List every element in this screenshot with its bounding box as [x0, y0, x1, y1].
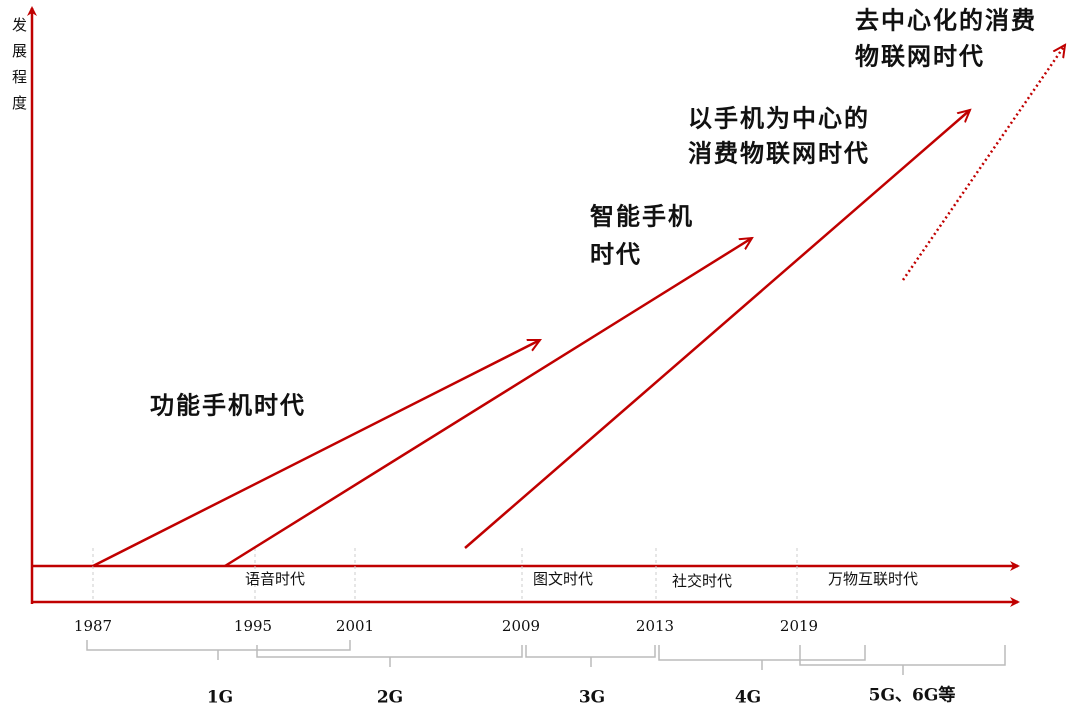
era-arrow: [224, 238, 752, 568]
year-label: 2019: [780, 617, 818, 635]
year-label: 2009: [502, 617, 540, 635]
phase-label: 图文时代: [533, 570, 593, 588]
y-label-char: 发: [12, 16, 27, 34]
year-label: 2001: [336, 617, 374, 635]
phase-label: 社交时代: [672, 572, 732, 590]
era-label: 智能手机: [590, 202, 694, 231]
generation-label: 3G: [579, 688, 605, 708]
era-arrow: [92, 338, 540, 568]
y-axis-label: 发 展 程 度: [12, 16, 27, 112]
era-label: 消费物联网时代: [688, 139, 870, 168]
generation-label: 5G、6G等: [869, 685, 956, 706]
year-label: 1987: [74, 617, 112, 635]
generation-label: 1G: [207, 688, 233, 708]
era-label: 物联网时代: [855, 42, 985, 71]
phase-label: 语音时代: [245, 570, 305, 588]
braces: [86, 640, 1006, 675]
year-label: 2013: [636, 617, 674, 635]
era-arrow: [464, 110, 970, 549]
year-label: 1995: [234, 617, 272, 635]
separators: [92, 548, 798, 602]
era-label: 功能手机时代: [150, 391, 306, 420]
era-label: 时代: [590, 240, 642, 269]
generation-label: 2G: [377, 688, 403, 708]
era-label: 以手机为中心的: [688, 104, 870, 133]
era-label: 去中心化的消费: [855, 6, 1037, 35]
y-label-char: 程: [12, 68, 27, 86]
y-label-char: 度: [12, 94, 27, 112]
era-arrow: [901, 45, 1065, 281]
y-label-char: 展: [12, 42, 27, 60]
phase-label: 万物互联时代: [828, 570, 918, 588]
generation-label: 4G: [735, 688, 761, 708]
